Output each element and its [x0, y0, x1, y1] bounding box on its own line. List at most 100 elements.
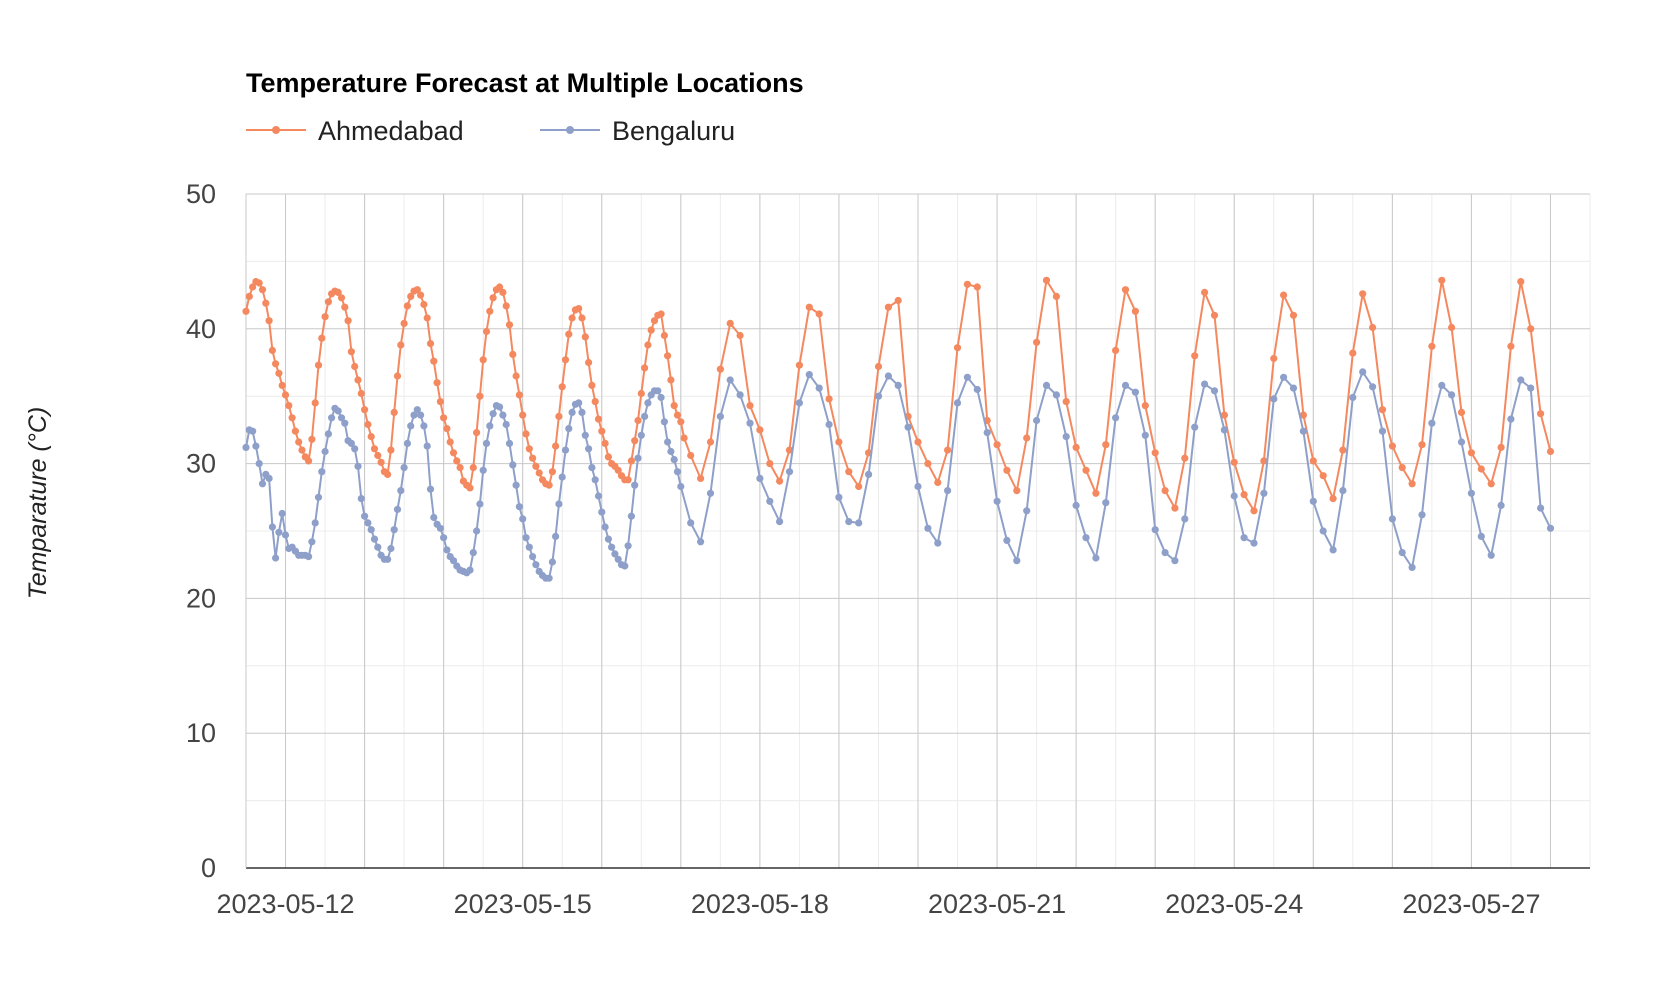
data-point-bengaluru[interactable] — [608, 543, 616, 551]
data-point-ahmedabad[interactable] — [456, 464, 464, 472]
data-point-ahmedabad[interactable] — [413, 286, 421, 294]
data-point-ahmedabad[interactable] — [384, 470, 392, 478]
data-point-ahmedabad[interactable] — [1507, 342, 1515, 350]
data-point-bengaluru[interactable] — [466, 566, 474, 574]
data-point-bengaluru[interactable] — [601, 523, 609, 531]
data-point-ahmedabad[interactable] — [664, 352, 672, 360]
data-point-bengaluru[interactable] — [436, 524, 444, 532]
data-point-ahmedabad[interactable] — [505, 321, 514, 329]
data-point-ahmedabad[interactable] — [934, 478, 942, 487]
data-point-bengaluru[interactable] — [390, 526, 398, 534]
data-point-bengaluru[interactable] — [328, 414, 336, 422]
data-point-bengaluru[interactable] — [558, 473, 566, 481]
data-point-ahmedabad[interactable] — [736, 331, 744, 340]
data-point-ahmedabad[interactable] — [598, 427, 606, 435]
data-point-ahmedabad[interactable] — [1171, 504, 1179, 512]
data-point-bengaluru[interactable] — [664, 438, 672, 446]
data-point-bengaluru[interactable] — [1428, 419, 1436, 427]
data-point-bengaluru[interactable] — [726, 376, 734, 384]
data-point-bengaluru[interactable] — [835, 493, 843, 501]
data-point-ahmedabad[interactable] — [1092, 489, 1100, 497]
data-point-ahmedabad[interactable] — [565, 330, 573, 338]
data-point-ahmedabad[interactable] — [393, 372, 402, 380]
data-point-bengaluru[interactable] — [1418, 511, 1426, 519]
data-point-ahmedabad[interactable] — [1250, 507, 1258, 515]
data-point-bengaluru[interactable] — [634, 454, 642, 462]
data-point-ahmedabad[interactable] — [374, 451, 382, 460]
data-point-ahmedabad[interactable] — [588, 381, 596, 389]
data-point-ahmedabad[interactable] — [337, 294, 346, 302]
data-point-ahmedabad[interactable] — [291, 427, 299, 435]
data-point-ahmedabad[interactable] — [262, 299, 270, 307]
data-point-ahmedabad[interactable] — [1042, 276, 1051, 284]
data-point-bengaluru[interactable] — [529, 553, 537, 561]
data-point-bengaluru[interactable] — [1537, 504, 1545, 512]
data-point-bengaluru[interactable] — [1013, 557, 1021, 565]
data-point-ahmedabad[interactable] — [631, 437, 639, 445]
data-point-bengaluru[interactable] — [1171, 557, 1179, 565]
data-point-ahmedabad[interactable] — [657, 310, 665, 318]
data-point-bengaluru[interactable] — [815, 384, 823, 392]
data-point-ahmedabad[interactable] — [258, 286, 267, 294]
data-point-bengaluru[interactable] — [594, 492, 603, 500]
data-point-ahmedabad[interactable] — [469, 464, 477, 472]
data-point-ahmedabad[interactable] — [1378, 406, 1387, 414]
data-point-bengaluru[interactable] — [515, 503, 524, 511]
data-point-bengaluru[interactable] — [265, 474, 273, 482]
data-point-bengaluru[interactable] — [311, 519, 319, 527]
data-point-bengaluru[interactable] — [1359, 368, 1367, 376]
data-point-bengaluru[interactable] — [746, 419, 754, 427]
data-point-ahmedabad[interactable] — [660, 331, 669, 340]
data-point-bengaluru[interactable] — [944, 487, 952, 495]
data-point-bengaluru[interactable] — [417, 411, 425, 419]
data-point-ahmedabad[interactable] — [436, 398, 444, 406]
data-point-ahmedabad[interactable] — [1023, 434, 1031, 442]
data-point-ahmedabad[interactable] — [766, 460, 774, 468]
data-point-bengaluru[interactable] — [934, 539, 942, 547]
data-point-bengaluru[interactable] — [845, 518, 853, 526]
data-point-ahmedabad[interactable] — [390, 408, 398, 416]
data-point-bengaluru[interactable] — [591, 476, 599, 484]
data-point-ahmedabad[interactable] — [285, 402, 293, 410]
data-point-bengaluru[interactable] — [393, 505, 402, 513]
legend-item-ahmedabad[interactable]: Ahmedabad — [246, 116, 464, 146]
data-point-ahmedabad[interactable] — [604, 453, 613, 461]
data-point-bengaluru[interactable] — [1280, 373, 1288, 381]
data-point-ahmedabad[interactable] — [1546, 447, 1555, 456]
data-point-bengaluru[interactable] — [384, 555, 392, 563]
data-point-bengaluru[interactable] — [953, 399, 962, 407]
data-point-bengaluru[interactable] — [1131, 388, 1139, 396]
data-point-bengaluru[interactable] — [1210, 387, 1219, 395]
data-point-ahmedabad[interactable] — [1062, 398, 1070, 406]
data-point-bengaluru[interactable] — [611, 550, 619, 558]
data-point-ahmedabad[interactable] — [1487, 480, 1495, 488]
data-point-ahmedabad[interactable] — [548, 468, 557, 476]
data-point-ahmedabad[interactable] — [433, 379, 441, 387]
data-point-bengaluru[interactable] — [641, 412, 649, 420]
data-point-ahmedabad[interactable] — [1210, 311, 1219, 319]
data-point-ahmedabad[interactable] — [624, 476, 632, 484]
data-point-ahmedabad[interactable] — [334, 288, 342, 296]
data-point-ahmedabad[interactable] — [1299, 411, 1307, 419]
data-point-bengaluru[interactable] — [364, 519, 372, 527]
data-point-ahmedabad[interactable] — [443, 425, 451, 433]
data-point-bengaluru[interactable] — [1289, 384, 1298, 392]
data-point-ahmedabad[interactable] — [1082, 466, 1090, 474]
data-point-ahmedabad[interactable] — [1467, 449, 1475, 457]
data-point-ahmedabad[interactable] — [1339, 446, 1347, 454]
data-point-bengaluru[interactable] — [673, 468, 682, 476]
data-point-ahmedabad[interactable] — [489, 294, 497, 302]
data-point-ahmedabad[interactable] — [1052, 292, 1060, 300]
data-point-ahmedabad[interactable] — [272, 360, 280, 368]
data-point-ahmedabad[interactable] — [466, 484, 474, 492]
data-point-bengaluru[interactable] — [1309, 497, 1317, 505]
data-point-ahmedabad[interactable] — [825, 395, 833, 403]
data-point-bengaluru[interactable] — [604, 535, 613, 543]
data-point-bengaluru[interactable] — [1467, 489, 1475, 497]
data-point-bengaluru[interactable] — [561, 446, 570, 454]
data-point-bengaluru[interactable] — [354, 462, 362, 470]
data-point-bengaluru[interactable] — [1240, 534, 1248, 542]
data-point-ahmedabad[interactable] — [1240, 491, 1248, 499]
data-point-ahmedabad[interactable] — [581, 333, 589, 341]
data-point-ahmedabad[interactable] — [670, 402, 678, 410]
